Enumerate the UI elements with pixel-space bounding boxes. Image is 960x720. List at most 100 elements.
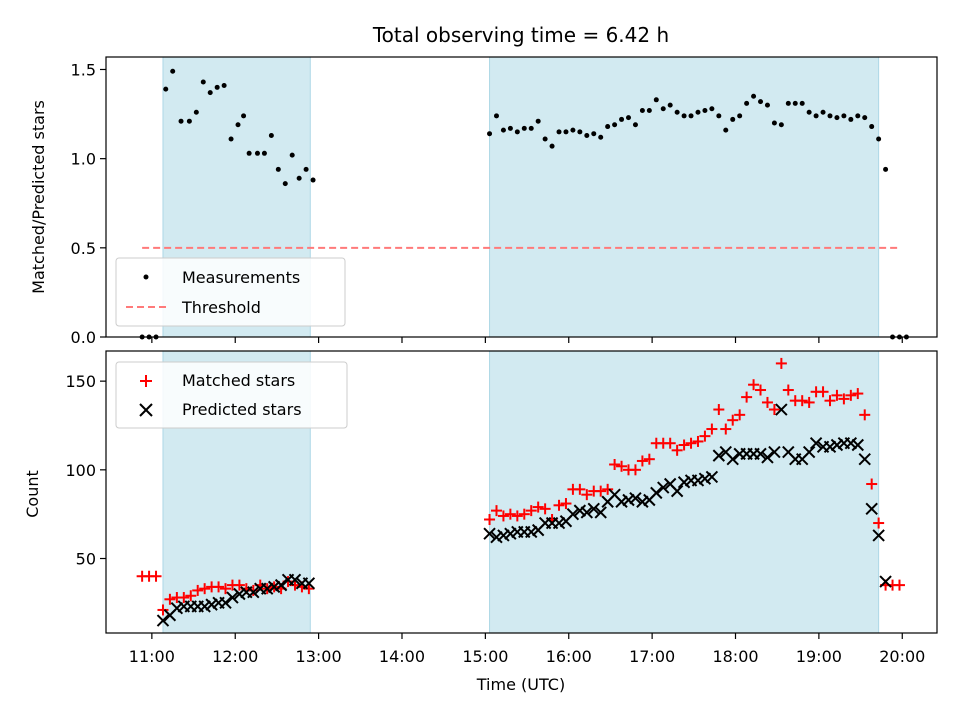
matched-star-marker [150, 570, 162, 582]
measurement-point [563, 129, 569, 135]
matched-star-marker [755, 384, 767, 396]
predicted-star-marker [670, 484, 684, 498]
matched-star-marker [720, 423, 732, 435]
matched-star-marker [852, 388, 864, 400]
measurement-point [646, 108, 652, 114]
predicted-star-marker [226, 591, 239, 604]
measurement-point [674, 109, 680, 115]
x-tick-label: 12:00 [212, 647, 258, 666]
predicted-star-marker [288, 573, 302, 586]
measurement-point [764, 102, 770, 108]
top-legend-box [115, 257, 346, 327]
matched-star-marker [831, 389, 843, 401]
measurement-point [310, 177, 316, 183]
predicted-star-marker [851, 438, 864, 452]
predicted-star-marker [879, 575, 892, 588]
measurement-point [848, 116, 854, 122]
matched-star-marker [636, 455, 648, 467]
bottom-legend: Matched stars Predicted stars [115, 361, 348, 429]
matched-star-marker [560, 498, 572, 510]
matched-star-marker [692, 435, 704, 447]
measurement-point [688, 113, 694, 119]
matched-star-marker [539, 503, 551, 515]
matched-star-marker [782, 384, 794, 396]
measurement-point [792, 100, 798, 106]
measurement-point [785, 100, 791, 106]
matched-star-marker [873, 517, 885, 529]
measurement-point [806, 109, 812, 115]
x-tick-label: 13:00 [296, 647, 342, 666]
measurement-point [163, 86, 169, 92]
measurement-point [254, 150, 260, 156]
measurement-point [556, 129, 562, 135]
matched-star-marker [664, 437, 676, 449]
matched-star-marker [685, 437, 697, 449]
measurement-point [500, 127, 506, 133]
measurement-point [507, 125, 513, 131]
measurement-point [619, 116, 625, 122]
top-shaded-regions [162, 56, 880, 338]
measurement-point [514, 129, 520, 135]
matched-star-marker [761, 396, 773, 408]
predicted-star-marker [566, 507, 580, 521]
legend-label-measurements: Measurements [182, 268, 300, 287]
measurement-point [681, 113, 687, 119]
y-tick-label: 100 [65, 461, 96, 480]
measurement-point [751, 93, 757, 99]
matched-star-marker [525, 505, 537, 517]
y-tick-label: 150 [65, 372, 96, 391]
matched-star-marker [233, 579, 245, 591]
legend-label-threshold: Threshold [181, 298, 261, 317]
measurement-point [876, 136, 882, 142]
matched-star-marker [859, 409, 871, 421]
predicted-star-marker [650, 486, 663, 500]
matched-star-marker [199, 583, 211, 595]
measurement-point [605, 124, 611, 130]
matched-star-marker [803, 396, 815, 408]
matched-star-marker [518, 508, 530, 520]
measurement-point [758, 99, 764, 105]
matched-star-marker [178, 592, 190, 604]
measurement-point [695, 109, 701, 115]
top-panel: 0.0 0.5 1.0 1.5 Matched/Predicted stars Mea… [29, 56, 938, 347]
measurement-point [639, 108, 645, 114]
matched-star-marker [748, 379, 760, 391]
x-tick-label: 15:00 [462, 647, 508, 666]
bottom-x-axis: 11:00 12:00 13:00 14:00 15:00 16:00 17:00 18:00… [129, 633, 925, 666]
matched-star-marker [609, 459, 621, 471]
matched-star-marker [581, 489, 593, 501]
matched-star-marker [157, 604, 169, 616]
matched-star-marker [845, 389, 857, 401]
matched-star-marker [616, 460, 628, 472]
predicted-star-marker [657, 481, 670, 494]
measurement-point [275, 166, 281, 172]
matched-star-marker [768, 404, 780, 416]
matched-star-marker [490, 505, 502, 517]
top-plot-frame [105, 56, 938, 338]
measurement-point [528, 125, 534, 131]
measurement-point [170, 68, 176, 74]
measurement-point [296, 175, 302, 181]
measurement-point [542, 136, 548, 142]
measurement-point [709, 106, 715, 112]
measurement-point [862, 115, 868, 121]
measurement-point [723, 127, 729, 133]
measurement-point [221, 83, 227, 89]
predicted-star-marker [726, 452, 739, 466]
x-tick-label: 16:00 [546, 647, 592, 666]
measurement-point [660, 106, 666, 112]
x-tick-label: 18:00 [712, 647, 758, 666]
bottom-y-axis: 50 100 150 [65, 372, 106, 569]
measurement-point [813, 113, 819, 119]
matched-star-marker [671, 444, 683, 456]
matched-star-marker [484, 513, 496, 525]
top-y-axis-label: Matched/Predicted stars [29, 100, 48, 294]
measurement-points [139, 68, 909, 340]
shaded-region [489, 56, 880, 338]
matched-star-marker [220, 583, 232, 595]
measurement-point [186, 118, 192, 124]
matched-star-marker [824, 395, 836, 407]
measurement-point [535, 118, 541, 124]
